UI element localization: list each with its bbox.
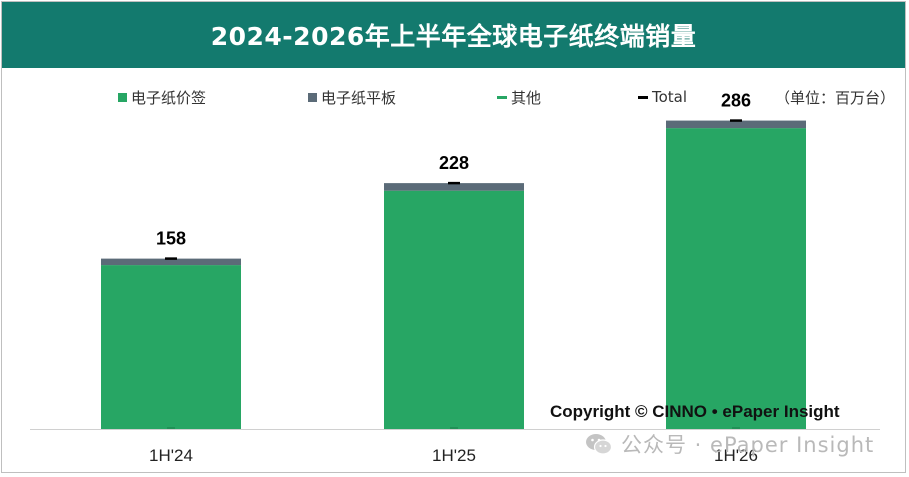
- legend-item-price-tag: 电子纸价签: [118, 86, 206, 108]
- watermark-text: 公众号 · ePaper Insight: [621, 433, 875, 457]
- legend-swatch-tablet: [308, 92, 317, 102]
- chart-title: 2024-2026年上半年全球电子纸终端销量: [210, 22, 697, 51]
- legend-item-total: Total: [638, 86, 687, 108]
- bar-price-tag: [101, 265, 241, 429]
- total-label: 286: [721, 91, 751, 111]
- legend-item-other: 其他: [497, 86, 541, 108]
- bar-price-tag: [666, 128, 806, 430]
- legend-swatch-total: [638, 95, 648, 99]
- legend-item-tablet: 电子纸平板: [308, 86, 396, 108]
- title-bar: 2024-2026年上半年全球电子纸终端销量: [2, 2, 905, 68]
- legend-label-price-tag: 电子纸价签: [131, 88, 207, 107]
- legend-label-tablet: 电子纸平板: [321, 88, 397, 107]
- bar-tablet: [666, 120, 806, 129]
- copyright-text: Copyright © CINNO • ePaper Insight: [550, 402, 840, 421]
- legend: 电子纸价签 电子纸平板 其他 Total: [0, 86, 909, 108]
- category-label: 1H'26: [714, 446, 758, 465]
- wechat-icon: [586, 434, 613, 455]
- bar-price-tag: [384, 190, 524, 429]
- legend-label-other: 其他: [511, 88, 542, 107]
- bar-tablet: [384, 183, 524, 191]
- total-label: 228: [439, 153, 469, 173]
- unit-label: （单位：百万台）: [775, 88, 896, 107]
- legend-label-total: Total: [652, 88, 688, 106]
- legend-swatch-other: [497, 95, 507, 99]
- category-label: 1H'24: [149, 446, 193, 465]
- bar-tablet: [101, 258, 241, 266]
- watermark: 公众号 · ePaper Insight: [585, 429, 874, 459]
- category-label: 1H'25: [432, 446, 476, 465]
- total-label: 158: [156, 229, 186, 249]
- legend-swatch-price-tag: [118, 92, 127, 102]
